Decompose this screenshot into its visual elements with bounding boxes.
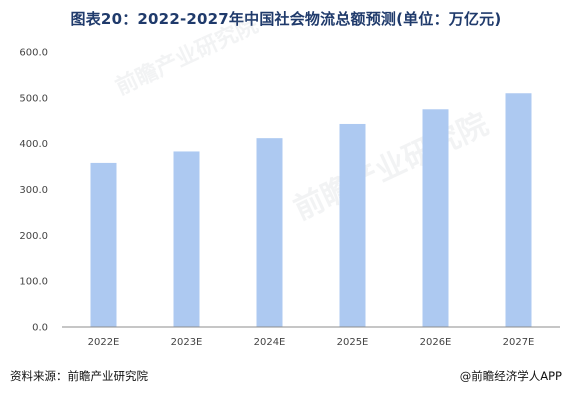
y-tick-label: 0.0 [32, 323, 48, 334]
x-tick-label: 2022E [88, 337, 120, 348]
chart-title: 图表20：2022-2027年中国社会物流总额预测(单位：万亿元) [70, 10, 502, 28]
y-tick-label: 100.0 [19, 277, 48, 288]
credit-note: @前瞻经济学人APP [459, 369, 562, 383]
y-tick-label: 500.0 [19, 93, 48, 104]
bar-2024E [256, 138, 283, 327]
watermark-logo: 前瞻产业研究院 [289, 107, 494, 227]
footer: 资料来源：前瞻产业研究院 @前瞻经济学人APP [0, 368, 572, 390]
y-tick-label: 200.0 [19, 231, 48, 242]
y-tick-label: 300.0 [19, 185, 48, 196]
bar-2027E [505, 93, 532, 327]
x-tick-label: 2027E [503, 337, 535, 348]
y-tick-label: 400.0 [19, 139, 48, 150]
bars [90, 93, 532, 328]
y-axis: 0.0 100.0 200.0 300.0 400.0 500.0 600.0 [19, 48, 48, 334]
watermark-logo: 前瞻产业研究院 [112, 12, 263, 101]
y-tick-label: 600.0 [19, 48, 48, 59]
bar-2025E [339, 123, 366, 327]
bar-2026E [422, 109, 449, 328]
x-tick-label: 2023E [171, 337, 203, 348]
source-note: 资料来源：前瞻产业研究院 [10, 369, 148, 383]
x-axis: 2022E 2023E 2024E 2025E 2026E 2027E [62, 326, 560, 348]
bar-2023E [173, 151, 200, 327]
bar-2022E [90, 162, 117, 327]
x-tick-label: 2026E [420, 337, 452, 348]
x-tick-label: 2024E [254, 337, 286, 348]
x-tick-label: 2025E [337, 337, 369, 348]
